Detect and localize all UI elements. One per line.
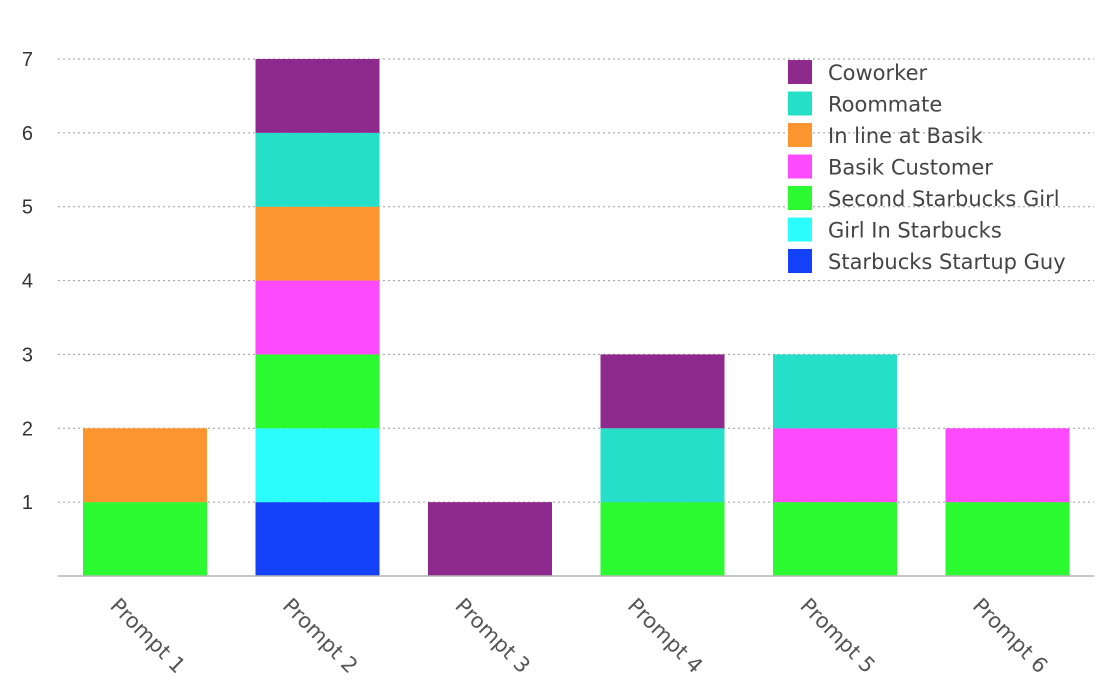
bar-prompt-4-second-starbucks-girl xyxy=(600,502,725,576)
bar-prompt-5-roommate xyxy=(773,354,897,429)
legend-swatch-roommate xyxy=(788,91,812,116)
x-tick-label: Prompt 5 xyxy=(795,594,879,678)
y-tick-label: 4 xyxy=(22,271,33,293)
x-tick-label: Prompt 1 xyxy=(105,594,189,678)
bar-prompt-2-starbucks-startup-guy xyxy=(255,502,380,576)
bar-prompt-1-second-starbucks-girl xyxy=(83,502,207,576)
y-tick-label: 3 xyxy=(22,344,33,366)
x-tick-label: Prompt 4 xyxy=(623,594,707,678)
bars xyxy=(83,59,1070,576)
legend-label: Girl In Starbucks xyxy=(828,219,1002,243)
x-tick-label: Prompt 3 xyxy=(450,594,534,678)
y-tick-label: 7 xyxy=(22,49,33,71)
x-tick-label: Prompt 6 xyxy=(968,594,1052,678)
bar-prompt-2-coworker xyxy=(255,59,380,133)
y-tick-label: 2 xyxy=(22,418,33,440)
legend-swatch-basik-customer xyxy=(788,154,812,179)
legend-label: Roommate xyxy=(828,93,942,117)
bar-prompt-2-roommate xyxy=(255,132,380,207)
legend-label: Second Starbucks Girl xyxy=(828,187,1060,211)
legend-label: Coworker xyxy=(828,61,928,85)
x-tick-label: Prompt 2 xyxy=(278,594,362,678)
bar-prompt-6-second-starbucks-girl xyxy=(945,502,1070,576)
y-tick-label: 1 xyxy=(22,492,33,514)
bar-prompt-5-second-starbucks-girl xyxy=(773,502,897,576)
bar-prompt-4-coworker xyxy=(600,354,725,429)
bar-prompt-5-basik-customer xyxy=(773,428,897,503)
legend-swatch-starbucks-startup-guy xyxy=(788,249,812,273)
legend: Coworker Roommate In line at Basik Basik Cu… xyxy=(788,60,1066,274)
bar-prompt-2-second-starbucks-girl xyxy=(255,354,380,429)
legend-swatch-second-starbucks-girl xyxy=(788,186,812,210)
bar-prompt-3-coworker xyxy=(428,502,552,576)
bar-prompt-2-basik-customer xyxy=(255,280,380,355)
bar-prompt-4-roommate xyxy=(600,428,725,503)
legend-label: Starbucks Startup Guy xyxy=(828,250,1066,274)
bar-prompt-2-girl-in-starbucks xyxy=(255,428,380,503)
bar-prompt-1-in-line-at-basik xyxy=(83,428,207,503)
legend-swatch-in-line-at-basik xyxy=(788,123,812,147)
legend-swatch-girl-in-starbucks xyxy=(788,217,812,242)
legend-swatch-coworker xyxy=(788,60,812,84)
legend-label: Basik Customer xyxy=(828,156,993,180)
y-tick-label: 5 xyxy=(22,197,33,219)
legend-label: In line at Basik xyxy=(828,124,984,148)
bar-prompt-6-basik-customer xyxy=(945,428,1070,503)
y-tick-label: 6 xyxy=(22,123,33,145)
bar-prompt-2-in-line-at-basik xyxy=(255,206,380,281)
